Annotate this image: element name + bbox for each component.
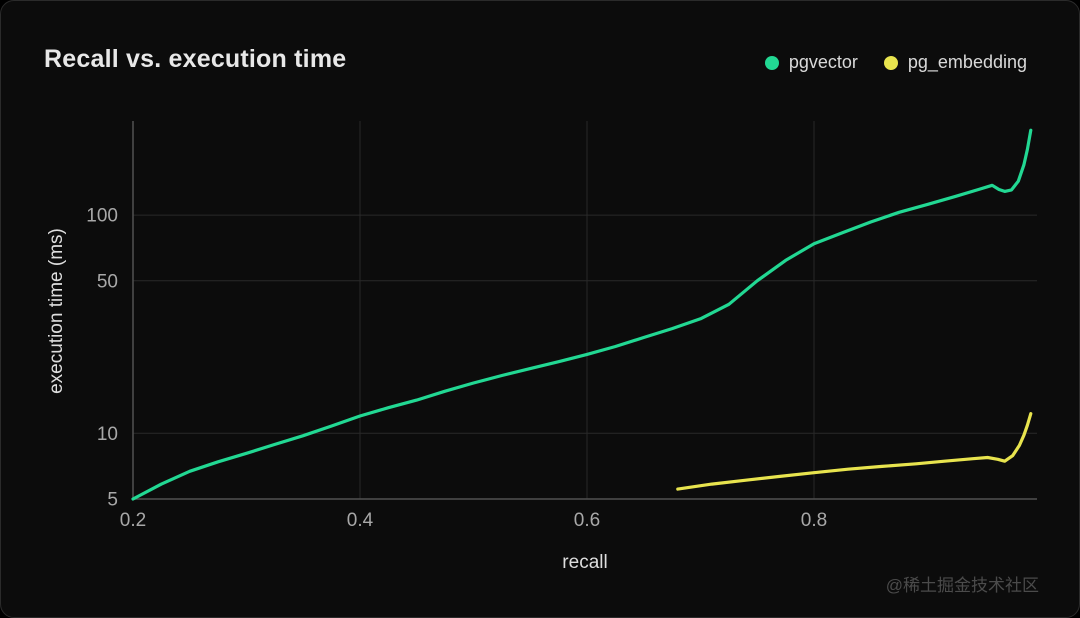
legend-dot-pgvector-icon: [764, 55, 779, 70]
x-tick-label: 0.2: [120, 510, 146, 531]
legend-label-pg-embedding: pg_embedding: [907, 52, 1027, 72]
legend-item-pgvector[interactable]: pgvector: [764, 52, 858, 73]
page-title: Recall vs. execution time: [44, 45, 347, 73]
legend-item-pg-embedding[interactable]: pg_embedding: [883, 52, 1027, 73]
x-tick-label: 0.6: [574, 510, 600, 531]
legend-label-pgvector: pgvector: [788, 52, 858, 72]
y-tick-label: 100: [86, 206, 118, 227]
y-tick-label: 5: [107, 490, 118, 511]
y-tick-label: 10: [97, 424, 118, 445]
x-tick-label: 0.8: [801, 510, 827, 531]
x-tick-label: 0.4: [347, 510, 374, 531]
watermark: @稀土掘金技术社区: [885, 576, 1039, 595]
legend-dot-pg-embedding-icon: [883, 55, 898, 70]
y-axis-title: execution time (ms): [46, 228, 67, 394]
y-tick-label: 50: [97, 271, 118, 292]
x-axis-title: recall: [562, 552, 608, 573]
legend: pgvector pg_embedding: [764, 52, 1027, 73]
series-line-pgvector: [131, 128, 1033, 501]
series-line-pg_embedding: [676, 412, 1033, 491]
